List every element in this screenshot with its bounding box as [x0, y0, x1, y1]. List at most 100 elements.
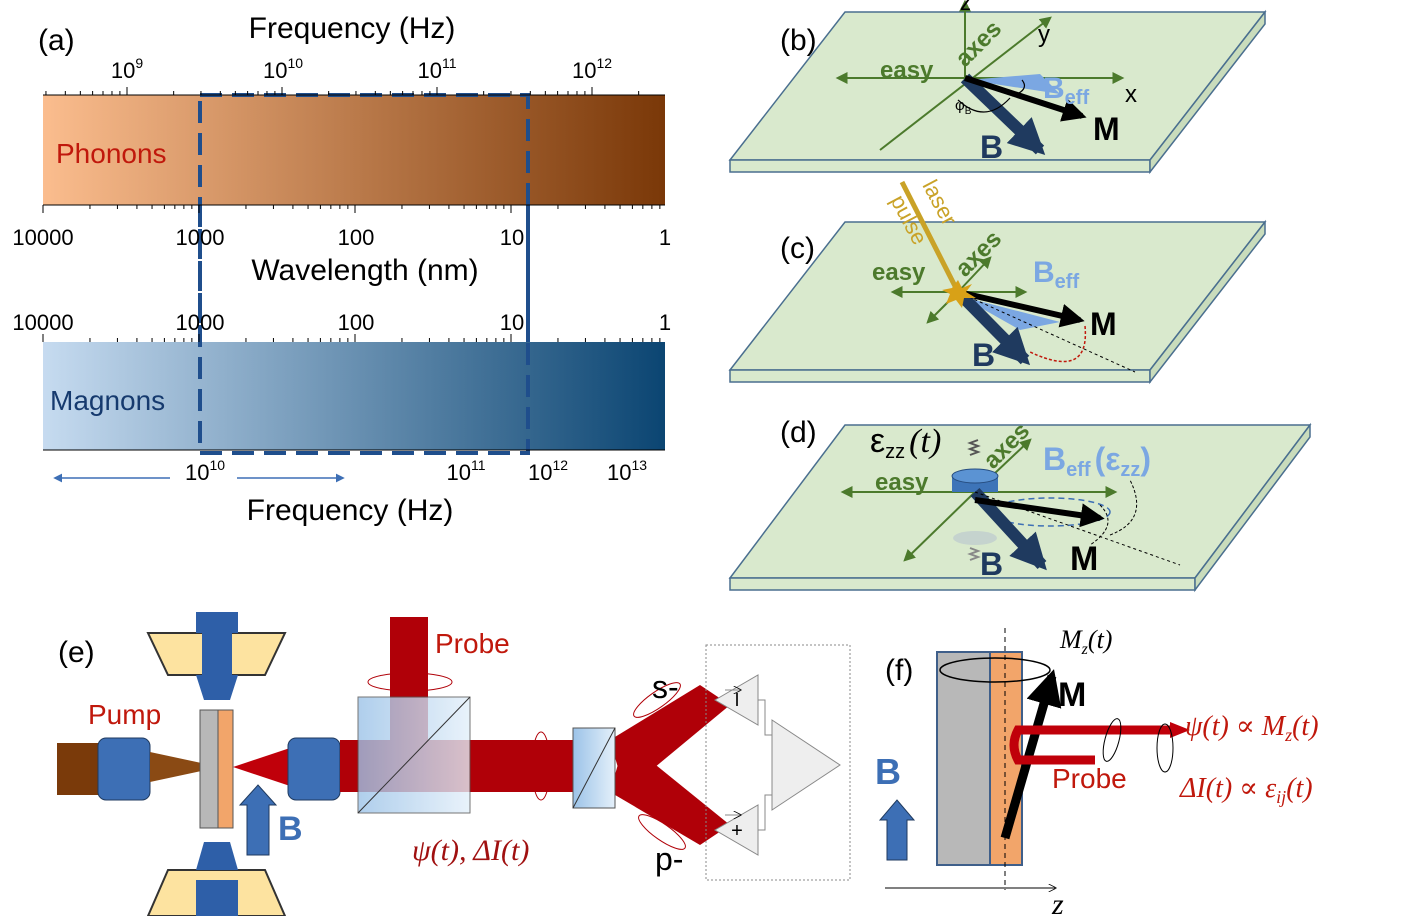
m-arrow: [957, 289, 1085, 328]
label: ψ(t), ΔI(t): [412, 834, 529, 867]
text: (t): [1292, 711, 1318, 742]
panel-label: (c): [780, 232, 815, 265]
text: ΔI(t) ∝ ε: [1179, 773, 1276, 804]
text: easy: [880, 57, 934, 84]
subscript: z: [1081, 641, 1089, 658]
plate-edge: [729, 577, 1196, 591]
substrate: [936, 651, 991, 866]
m-arrow: [964, 75, 1087, 122]
plate-edge: [1194, 422, 1311, 593]
fiber: [57, 743, 105, 795]
polarization: [367, 672, 453, 692]
band-label: Magnons: [50, 385, 165, 416]
precession: [1089, 504, 1109, 546]
tick-base: 10: [607, 460, 631, 485]
axis-title: Wavelength (nm): [251, 254, 478, 287]
angle-arc: [1011, 79, 1025, 97]
tick-exponent: 12: [552, 457, 568, 473]
label: ΔI(t) ∝ εij(t): [1179, 773, 1313, 807]
tick-label: 1011: [417, 55, 456, 83]
plate-edge: [729, 159, 1151, 173]
axis: [957, 256, 992, 293]
tick-base: 10: [572, 58, 596, 83]
film: [217, 709, 234, 829]
spring: [967, 547, 981, 561]
symbol: B: [1043, 441, 1066, 477]
label: B: [980, 129, 1003, 165]
subscript: ij: [1276, 787, 1286, 807]
axis-label: x: [1125, 81, 1137, 108]
text: (t): [1286, 773, 1312, 804]
label: B: [875, 751, 901, 792]
text: ): [1140, 441, 1151, 477]
axis-title: Frequency (Hz): [249, 12, 456, 45]
text: (ε: [1095, 441, 1121, 477]
tick-exponent: 9: [135, 55, 143, 71]
label: s-: [652, 669, 679, 705]
band-label: Phonons: [56, 138, 167, 169]
b-arrow: [238, 784, 278, 856]
splitter-diagonal: [357, 696, 471, 814]
b-eff-wedge: [968, 74, 1060, 94]
panel-label: (e): [58, 636, 95, 669]
tick-label: 1010: [263, 55, 303, 83]
tick-base: 10: [263, 58, 287, 83]
tick-label: 1: [659, 225, 671, 250]
panel-label: (f): [885, 654, 913, 687]
plate-edge: [729, 369, 1151, 383]
plate-edge: [1149, 219, 1266, 385]
panel-f: (f) Mz(t) M Probe B ψ(t) ∝ Mz(t) ΔI(t) ∝…: [875, 625, 1319, 916]
label: M: [1090, 306, 1117, 342]
arrowhead: [1170, 722, 1190, 738]
panel-c: (c) laser pulse easy axes Beff M B: [728, 176, 1267, 385]
label: Beff (εzz): [1043, 441, 1151, 481]
tick-label: 10: [500, 225, 524, 250]
tick-base: 10: [528, 460, 552, 485]
spring: [967, 439, 981, 456]
axis-title: Frequency (Hz): [247, 494, 454, 527]
label: Beff: [1033, 256, 1079, 293]
panel-label: (b): [780, 24, 817, 57]
text: ψ(t) ∝ M: [1185, 711, 1287, 742]
label: B: [972, 337, 995, 373]
tick-label: 100: [338, 310, 375, 335]
burst: [942, 280, 976, 308]
b-eff-wedge: [960, 296, 1060, 330]
subscript: zz: [1120, 459, 1140, 481]
guide-line: [957, 291, 1136, 373]
mass-top: [951, 468, 999, 484]
label: I: [734, 690, 739, 710]
polarization: [1102, 718, 1122, 762]
axis: [903, 491, 976, 562]
tick-label: 1013: [607, 457, 647, 485]
panel-e: (e) Pump Probe B ψ(t), ΔI(t) s- p- I +: [57, 612, 851, 916]
label: +: [731, 820, 743, 842]
tick-label: 1012: [572, 55, 612, 83]
m-arrow: [974, 497, 1105, 528]
panel-label: (a): [38, 24, 75, 57]
axis-label: y: [1038, 21, 1050, 48]
subscript: eff: [1066, 459, 1091, 481]
subscript: B: [965, 106, 972, 117]
label: B: [980, 546, 1003, 582]
polarization: [633, 682, 681, 718]
tick-label: 1010: [185, 457, 225, 485]
tick-exponent: 10: [209, 457, 225, 473]
label: M: [1070, 540, 1098, 578]
substrate: [199, 709, 219, 829]
text: (t): [909, 423, 941, 460]
tick-base: 10: [446, 460, 470, 485]
subscript: z: [1284, 725, 1292, 745]
pole: [196, 842, 238, 870]
subscript: eff: [1065, 87, 1090, 109]
label: ψ(t) ∝ Mz(t): [1185, 711, 1319, 745]
text: (t): [1088, 625, 1113, 654]
text: easy: [872, 259, 926, 286]
label: p-: [655, 841, 683, 877]
symbol: ε: [870, 422, 885, 460]
tick-label: 100: [338, 225, 375, 250]
tick-label: 10000: [12, 310, 73, 335]
symbol: B: [1043, 72, 1065, 105]
label: Probe: [435, 628, 510, 659]
